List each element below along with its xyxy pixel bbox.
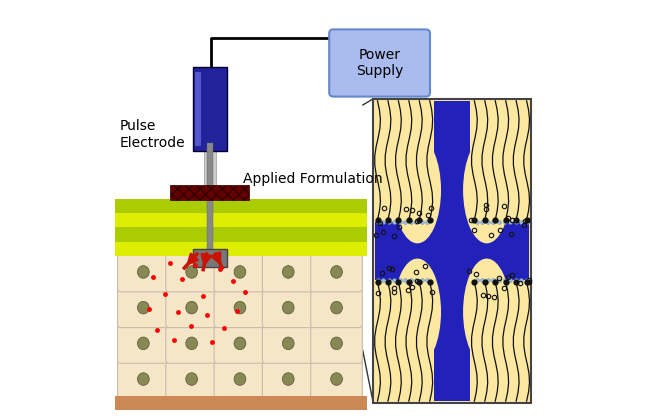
Ellipse shape (331, 302, 343, 314)
Bar (192, 249, 227, 267)
Ellipse shape (234, 337, 246, 349)
Text: Power
Supply: Power Supply (356, 48, 403, 78)
Text: Applied Formulation: Applied Formulation (243, 171, 383, 186)
FancyBboxPatch shape (214, 359, 266, 399)
Ellipse shape (137, 302, 150, 314)
FancyBboxPatch shape (263, 359, 314, 399)
Ellipse shape (394, 259, 441, 365)
FancyBboxPatch shape (118, 323, 169, 363)
Bar (195, 72, 202, 146)
FancyBboxPatch shape (118, 252, 169, 292)
Ellipse shape (186, 266, 198, 278)
FancyBboxPatch shape (166, 323, 218, 363)
FancyBboxPatch shape (263, 252, 314, 292)
Bar (207, 143, 213, 252)
FancyBboxPatch shape (166, 359, 218, 399)
Bar (373, 99, 531, 403)
FancyBboxPatch shape (311, 288, 363, 328)
FancyBboxPatch shape (311, 359, 363, 399)
Ellipse shape (463, 259, 510, 365)
Ellipse shape (331, 373, 343, 386)
Ellipse shape (137, 337, 150, 349)
Bar (204, 143, 216, 252)
FancyBboxPatch shape (166, 252, 218, 292)
Bar (170, 185, 250, 200)
FancyBboxPatch shape (311, 323, 363, 363)
FancyBboxPatch shape (118, 359, 169, 399)
Ellipse shape (186, 337, 198, 349)
Bar (115, 227, 367, 242)
FancyBboxPatch shape (311, 252, 363, 292)
Bar (115, 213, 367, 227)
Bar (192, 67, 227, 151)
FancyArrowPatch shape (188, 254, 198, 264)
Ellipse shape (282, 302, 294, 314)
Bar (115, 241, 367, 256)
Ellipse shape (137, 266, 150, 278)
Bar (115, 199, 367, 213)
FancyBboxPatch shape (214, 288, 266, 328)
Bar (376, 222, 528, 280)
FancyBboxPatch shape (214, 323, 266, 363)
Ellipse shape (331, 337, 343, 349)
Ellipse shape (137, 373, 150, 386)
FancyArrowPatch shape (202, 254, 211, 264)
FancyBboxPatch shape (329, 29, 430, 97)
FancyArrowPatch shape (212, 253, 220, 262)
Ellipse shape (186, 302, 198, 314)
Ellipse shape (234, 302, 246, 314)
Ellipse shape (186, 373, 198, 386)
Ellipse shape (282, 337, 294, 349)
Ellipse shape (282, 266, 294, 278)
Bar (115, 396, 367, 410)
FancyBboxPatch shape (118, 288, 169, 328)
Ellipse shape (282, 373, 294, 386)
Ellipse shape (234, 266, 246, 278)
FancyBboxPatch shape (263, 288, 314, 328)
Ellipse shape (234, 373, 246, 386)
Bar (434, 101, 470, 401)
Ellipse shape (463, 137, 510, 243)
Text: Pulse
Electrode: Pulse Electrode (119, 119, 185, 150)
FancyBboxPatch shape (214, 252, 266, 292)
FancyBboxPatch shape (166, 288, 218, 328)
Ellipse shape (394, 137, 441, 243)
FancyBboxPatch shape (263, 323, 314, 363)
Ellipse shape (331, 266, 343, 278)
